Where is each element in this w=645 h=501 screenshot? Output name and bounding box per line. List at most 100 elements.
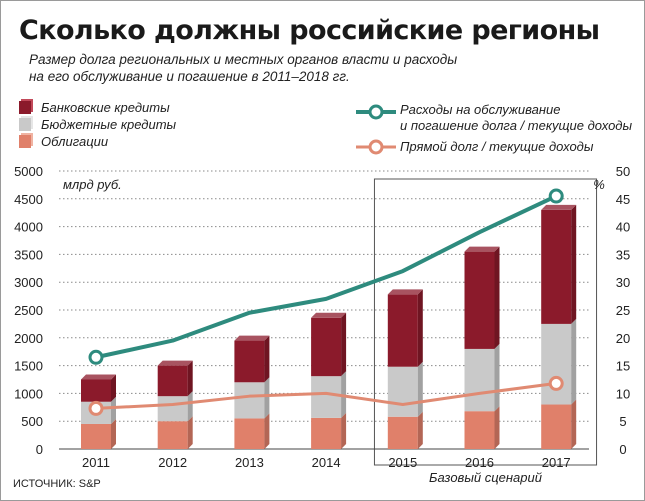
y-left-tick-label: 2500 [14, 303, 43, 318]
bar-top-face [541, 204, 577, 210]
y-right-tick-label: 45 [616, 192, 630, 207]
bank-credits-swatch-icon [19, 101, 31, 114]
y-left-tick-label: 4000 [14, 220, 43, 235]
service-line-marker [548, 188, 564, 204]
y-left-tick-label: 500 [21, 414, 43, 429]
y-left-tick-label: 1500 [14, 359, 43, 374]
bar-segment-bank-credits-side [417, 289, 423, 367]
y-left-tick-label: 3500 [14, 247, 43, 262]
x-tick-label: 2011 [82, 455, 110, 470]
bar-segment-budget-credits [541, 323, 572, 405]
x-tick-label: 2014 [312, 455, 341, 470]
bar-top-face [387, 289, 423, 295]
bar-segment-bank-credits [81, 379, 111, 402]
y-right-unit-label: % [593, 177, 605, 192]
bar-segment-budget-credits-side [111, 396, 116, 424]
bar-segment-bonds-side [264, 413, 270, 449]
bar-segment-bank-credits [157, 365, 188, 397]
bar-segment-bank-credits-side [494, 246, 500, 349]
bar-segment-bank-credits [234, 340, 265, 383]
x-tick-label: 2013 [235, 455, 264, 470]
bar-segment-bonds-side [494, 406, 500, 449]
bar-segment-budget-credits-side [187, 391, 193, 422]
y-left-tick-label: 3000 [14, 275, 43, 290]
bar-segment-bank-credits [464, 251, 495, 349]
bar-top-face [81, 374, 116, 380]
scenario-box [373, 178, 598, 466]
x-tick-label: 2017 [542, 455, 571, 470]
bar-segment-bonds [311, 417, 342, 449]
legend-label-direct-debt: Прямой долг / текущие доходы [400, 139, 594, 154]
legend-label-budget-credits: Бюджетные кредиты [41, 117, 177, 132]
legend-label-service-line-1: Расходы на обслуживание [400, 102, 561, 117]
bar-segment-bonds-side [571, 399, 577, 449]
bar-segment-budget-credits-side [494, 343, 500, 412]
bar-segment-bank-credits-side [264, 335, 270, 383]
y-left-tick-label: 0 [36, 442, 43, 457]
bar-segment-bonds-side [187, 416, 193, 449]
y-right-tick-label: 35 [616, 247, 630, 262]
scenario-label: Базовый сценарий [429, 470, 542, 485]
bar-top-face [311, 312, 347, 318]
x-tick-label: 2012 [158, 455, 187, 470]
bar-segment-bonds [464, 411, 495, 449]
bonds-swatch-icon [19, 135, 31, 148]
x-tick-label: 2015 [388, 455, 417, 470]
direct-debt-swatch-icon [356, 139, 396, 155]
direct-debt-line-marker [88, 400, 104, 416]
service-line-marker [88, 349, 104, 365]
bar-segment-bank-credits-side [341, 312, 347, 377]
bar-segment-budget-credits [387, 366, 418, 417]
y-left-unit-label: млрд руб. [63, 177, 122, 192]
bar-top-face [157, 360, 193, 366]
legend-label-bonds: Облигации [41, 134, 109, 149]
legend-label-service-line-2: и погашение долга / текущие доходы [400, 118, 633, 133]
y-right-tick-label: 10 [616, 386, 630, 401]
bar-segment-bank-credits-side [571, 204, 577, 324]
y-left-tick-label: 1000 [14, 386, 43, 401]
bar-segment-budget-credits-side [264, 377, 270, 419]
bar-top-face [234, 335, 270, 341]
bar-segment-bonds-side [341, 412, 347, 449]
bar-segment-budget-credits-side [571, 318, 577, 405]
bar-segment-bonds-side [111, 418, 116, 449]
bar-segment-bonds [387, 416, 418, 449]
service-line [95, 194, 558, 360]
bar-segment-budget-credits [234, 382, 265, 419]
bar-top-face [464, 246, 500, 252]
legend-label-bank-credits: Банковские кредиты [41, 100, 170, 115]
y-right-tick-label: 30 [616, 275, 630, 290]
service-line-swatch-icon [356, 104, 396, 120]
chart-title: Сколько должны российские регионы [19, 15, 600, 46]
source-note: ИСТОЧНИК: S&P [13, 478, 101, 490]
bar-segment-bank-credits-side [111, 374, 116, 402]
y-right-tick-label: 50 [616, 164, 630, 179]
bar-segment-bonds [234, 418, 265, 449]
bar-segment-budget-credits-side [417, 361, 423, 417]
direct-debt-line-marker [548, 375, 564, 391]
y-left-tick-label: 5000 [14, 164, 43, 179]
y-right-tick-label: 20 [616, 331, 630, 346]
bar-segment-bank-credits [541, 209, 572, 324]
line-legend: Расходы на обслуживание и погашение долг… [356, 101, 645, 161]
chart-subtitle-line-2: на его обслуживание и погашение в 2011–2… [29, 69, 350, 84]
bar-segment-bank-credits [311, 317, 342, 377]
chart-subtitle-line-1: Размер долга региональных и местных орга… [29, 52, 458, 67]
bar-segment-budget-credits [157, 396, 188, 422]
y-right-tick-label: 40 [616, 220, 630, 235]
bar-segment-budget-credits [464, 348, 495, 412]
bar-segment-bonds [81, 423, 111, 449]
bar-segment-bank-credits [387, 294, 418, 367]
bar-segment-bank-credits-side [187, 360, 193, 397]
y-right-tick-label: 0 [619, 442, 626, 457]
x-tick-label: 2016 [465, 455, 494, 470]
bar-segment-bonds [157, 421, 188, 449]
direct-debt-line [95, 381, 557, 410]
y-left-tick-label: 2000 [14, 331, 43, 346]
y-right-tick-label: 25 [616, 303, 630, 318]
bar-segment-bonds [541, 404, 572, 449]
bar-segment-bonds-side [417, 411, 423, 449]
y-right-tick-label: 15 [616, 359, 630, 374]
